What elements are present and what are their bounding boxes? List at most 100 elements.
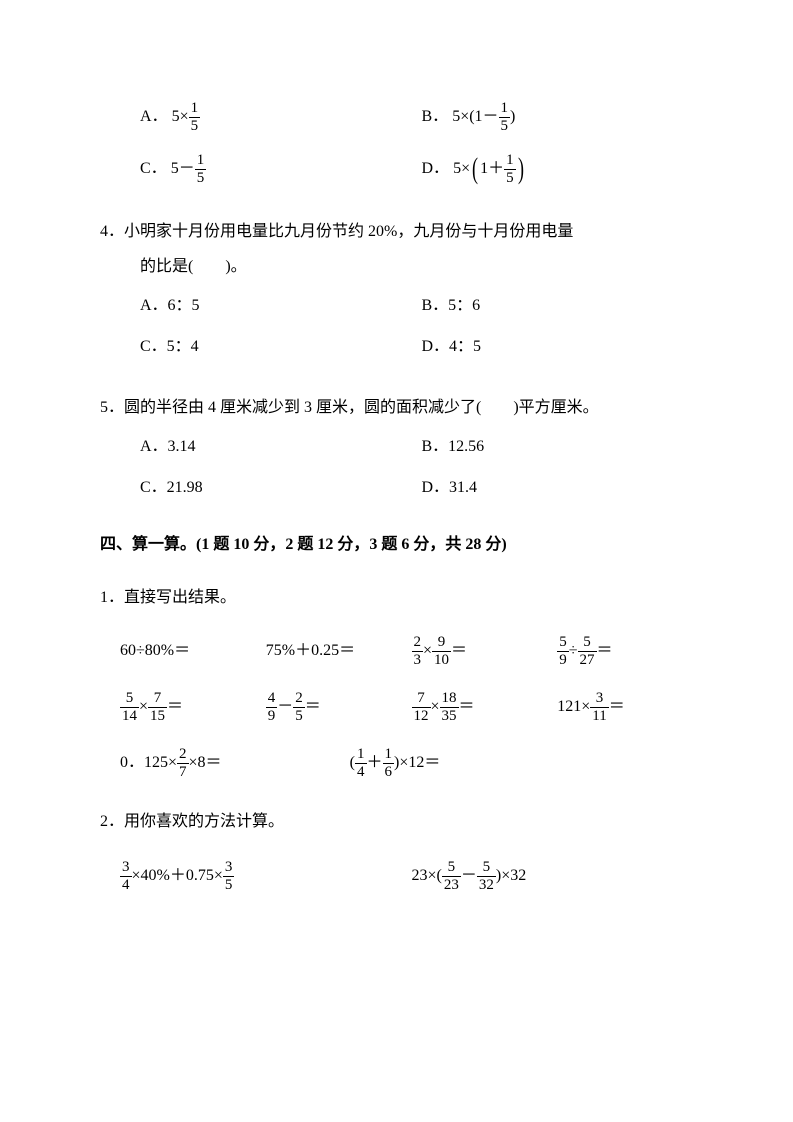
expr-text: 121×	[557, 693, 590, 722]
numerator: 2	[177, 746, 189, 764]
numerator: 3	[223, 859, 235, 877]
option-label: C．	[140, 155, 167, 184]
denominator: 10	[432, 652, 451, 669]
numerator: 3	[120, 859, 132, 877]
calc-cell: 0．125× 27 ×8＝	[120, 746, 350, 780]
numerator: 18	[440, 690, 459, 708]
fraction: 14	[355, 746, 367, 780]
expr-text: 5×	[172, 103, 189, 132]
numerator: 5	[120, 690, 139, 708]
option-expr: 5× 1 5	[172, 100, 201, 134]
denominator: 15	[148, 708, 167, 725]
option-label: A．	[140, 103, 168, 132]
denominator: 12	[412, 708, 431, 725]
fraction: 1 5	[189, 100, 201, 134]
denominator: 9	[557, 652, 569, 669]
numerator: 5	[557, 634, 569, 652]
q4-option-a: A．6：5	[140, 292, 422, 321]
fraction: 16	[383, 746, 395, 780]
expr-text: 1＋	[480, 155, 504, 184]
q4-option-c: C．5：4	[140, 333, 422, 362]
fraction: 25	[293, 690, 305, 724]
expr-text: 5－	[171, 155, 195, 184]
expr-text: )×32	[496, 862, 526, 891]
q3-option-d: D． 5× ( 1＋ 1 5 )	[422, 152, 704, 186]
fraction: 712	[412, 690, 431, 724]
denominator: 4	[355, 764, 367, 781]
fraction: 910	[432, 634, 451, 668]
q4-option-b: B．5：6	[422, 292, 704, 321]
denominator: 23	[442, 877, 461, 894]
fraction: 1 5	[504, 152, 516, 186]
expr-text: ×	[431, 693, 440, 722]
calc-cell: 60÷80%＝	[120, 634, 266, 668]
expr-text: ＝	[451, 637, 467, 666]
question-4: 4．小明家十月份用电量比九月份节约 20%，九月份与十月份用电量 的比是( )。	[100, 214, 703, 284]
question-text: 用你喜欢的方法计算。	[124, 813, 284, 830]
option-expr: 5× ( 1＋ 1 5 )	[453, 152, 526, 186]
question-5: 5．圆的半径由 4 厘米减少到 3 厘米，圆的面积减少了( )平方厘米。	[100, 390, 703, 425]
numerator: 1	[504, 152, 516, 170]
expr-text: )	[510, 103, 515, 132]
right-paren-icon: )	[518, 154, 524, 184]
expr-text: 0．125×	[120, 749, 177, 778]
denominator: 14	[120, 708, 139, 725]
expr-text: 75%＋0.25＝	[266, 637, 355, 666]
numerator: 3	[590, 690, 608, 708]
calc-cell: 75%＋0.25＝	[266, 634, 412, 668]
calc-row-3: 0．125× 27 ×8＝ ( 14 ＋ 16 )×12＝	[120, 746, 703, 780]
denominator: 3	[412, 652, 424, 669]
expr-text: 23×(	[412, 862, 442, 891]
expr-text: 5×(1－	[452, 103, 498, 132]
denominator: 27	[578, 652, 597, 669]
q5-option-row-1: A．3.14 B．12.56	[140, 433, 703, 462]
fraction: 527	[578, 634, 597, 668]
numerator: 7	[412, 690, 431, 708]
s4-question-1: 1．直接写出结果。	[100, 584, 703, 613]
numerator: 1	[383, 746, 395, 764]
expr-text: ＝	[167, 693, 183, 722]
fraction: 311	[590, 690, 608, 724]
numerator: 5	[442, 859, 461, 877]
calc-cell: 34 ×40%＋0.75× 35	[120, 859, 412, 893]
question-text: 圆的半径由 4 厘米减少到 3 厘米，圆的面积减少了( )平方厘米。	[124, 399, 599, 416]
expr-text: 5×	[453, 155, 470, 184]
numerator: 1	[499, 100, 511, 118]
fraction: 532	[477, 859, 496, 893]
denominator: 6	[383, 764, 395, 781]
question-text: 小明家十月份用电量比九月份节约 20%，九月份与十月份用电量	[124, 223, 573, 240]
denominator: 11	[590, 708, 608, 725]
left-paren-icon: (	[472, 154, 478, 184]
expr-text: ＝	[609, 693, 625, 722]
denominator: 5	[499, 118, 511, 135]
expr-text: ÷	[569, 637, 578, 666]
fraction: 1 5	[195, 152, 207, 186]
q5-option-row-2: C．21.98 D．31.4	[140, 474, 703, 503]
calc-row-1: 60÷80%＝ 75%＋0.25＝ 23 × 910 ＝ 59 ÷ 527 ＝	[120, 634, 703, 668]
expr-text: ＝	[597, 637, 613, 666]
calc-cell: 712 × 1835 ＝	[412, 690, 558, 724]
expr-text: －	[461, 862, 477, 891]
fraction: 1835	[440, 690, 459, 724]
q3-option-b: B． 5×(1－ 1 5 )	[422, 100, 704, 134]
fraction: 35	[223, 859, 235, 893]
option-expr: 5－ 1 5	[171, 152, 207, 186]
option-label: B．	[422, 103, 449, 132]
numerator: 9	[432, 634, 451, 652]
numerator: 1	[355, 746, 367, 764]
denominator: 35	[440, 708, 459, 725]
fraction: 23	[412, 634, 424, 668]
fraction: 27	[177, 746, 189, 780]
fraction: 34	[120, 859, 132, 893]
fraction: 514	[120, 690, 139, 724]
expr-text: ×8＝	[189, 749, 222, 778]
expr-text: ＝	[459, 693, 475, 722]
expr-text: ×	[139, 693, 148, 722]
q5-option-d: D．31.4	[422, 474, 704, 503]
question-number: 4．	[100, 223, 124, 240]
section-4-header: 四、算一算。(1 题 10 分，2 题 12 分，3 题 6 分，共 28 分)	[100, 531, 703, 560]
calc-cell: 121× 311 ＝	[557, 690, 703, 724]
s4-question-2: 2．用你喜欢的方法计算。	[100, 808, 703, 837]
bracket-expr: ( 1＋ 1 5 )	[470, 152, 526, 186]
fraction: 49	[266, 690, 278, 724]
